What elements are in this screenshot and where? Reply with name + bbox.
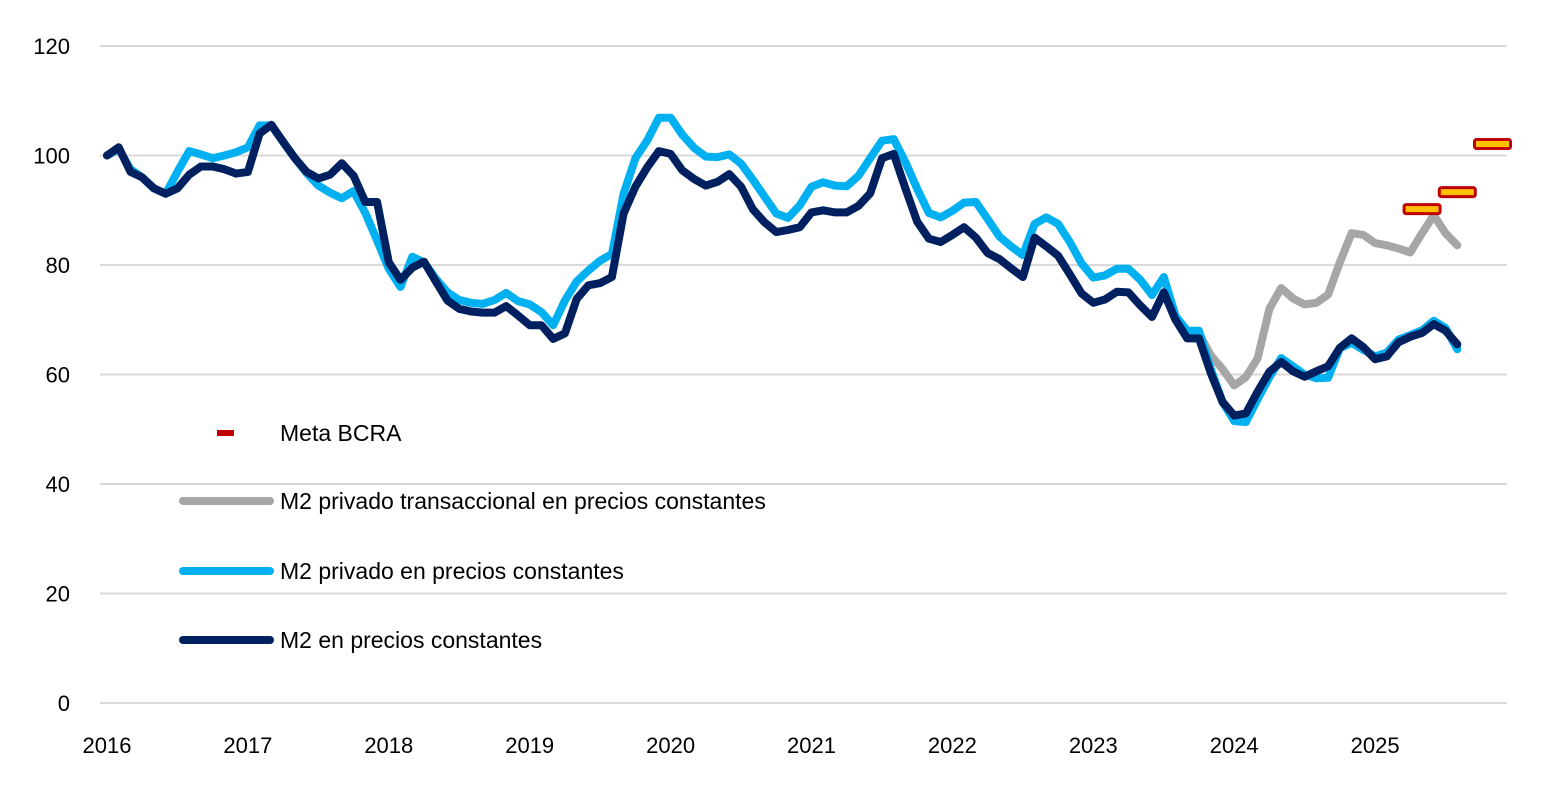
- x-tick-label: 2024: [1210, 733, 1259, 758]
- y-tick-label: 120: [33, 34, 70, 59]
- y-tick-label: 80: [46, 253, 70, 278]
- x-tick-label: 2021: [787, 733, 836, 758]
- legend-label-meta-bcra: Meta BCRA: [280, 420, 402, 446]
- gridlines: [100, 45, 1507, 704]
- meta-bcra-marker: [1473, 138, 1513, 151]
- x-tick-label: 2022: [928, 733, 977, 758]
- y-tick-label: 0: [58, 691, 70, 716]
- y-tick-label: 60: [46, 363, 70, 388]
- y-tick-label: 20: [46, 582, 70, 607]
- y-tick-label: 40: [46, 472, 70, 497]
- series-line-m2: [103, 120, 1462, 420]
- legend-label-m2-privado-transaccional: M2 privado transaccional en precios cons…: [280, 488, 766, 514]
- legend-item-m2-privado: M2 privado en precios constantes: [179, 558, 624, 584]
- legend-item-m2: M2 en precios constantes: [179, 627, 542, 653]
- legend-marker-meta-bcra: [217, 430, 234, 436]
- y-tick-label: 100: [33, 144, 70, 169]
- y-axis-ticks: 0 20 40 60 80 100 120: [33, 34, 70, 716]
- x-tick-label: 2018: [364, 733, 413, 758]
- x-tick-label: 2025: [1351, 733, 1400, 758]
- legend-label-m2: M2 en precios constantes: [280, 627, 542, 653]
- series-line-m2-privado-transaccional: [1195, 211, 1462, 390]
- x-tick-label: 2019: [505, 733, 554, 758]
- series-line-m2-privado: [103, 113, 1462, 427]
- meta-bcra-marker: [1437, 186, 1477, 199]
- x-axis-ticks: 2016 2017 2018 2019 2020 2021 2022 2023 2024 2025: [83, 733, 1400, 758]
- meta-bcra-markers: [1402, 138, 1513, 216]
- x-tick-label: 2020: [646, 733, 695, 758]
- x-tick-label: 2017: [223, 733, 272, 758]
- legend-label-m2-privado: M2 privado en precios constantes: [280, 558, 624, 584]
- series-lines: [103, 113, 1462, 427]
- legend: Meta BCRA M2 privado transaccional en pr…: [179, 420, 766, 653]
- meta-bcra-marker: [1402, 203, 1442, 216]
- legend-item-meta-bcra: Meta BCRA: [217, 420, 402, 446]
- x-tick-label: 2023: [1069, 733, 1118, 758]
- x-tick-label: 2016: [83, 733, 132, 758]
- legend-item-m2-privado-transaccional: M2 privado transaccional en precios cons…: [179, 488, 766, 514]
